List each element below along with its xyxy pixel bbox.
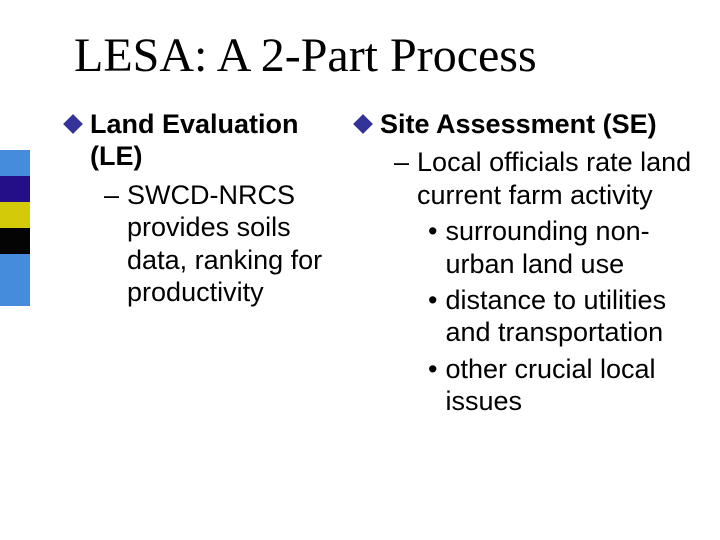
right-heading: Site Assessment (SE): [380, 108, 657, 140]
list-item: Land Evaluation (LE): [60, 108, 350, 173]
right-bullet-0: surrounding non-urban land use: [445, 215, 700, 280]
left-subtext: SWCD-NRCS provides soils data, ranking f…: [127, 179, 350, 309]
deco-bar: [0, 150, 30, 176]
deco-bar: [0, 202, 30, 228]
dash-bullet-icon: –: [394, 146, 409, 178]
list-subitem: – Local officials rate land current farm…: [350, 146, 700, 211]
side-decoration: [0, 150, 30, 306]
list-subsubitem: • surrounding non-urban land use: [350, 215, 700, 280]
list-item: Site Assessment (SE): [350, 108, 700, 140]
diamond-bullet-icon: [353, 114, 373, 134]
deco-bar: [0, 254, 30, 280]
slide: LESA: A 2-Part Process Land Evaluation (…: [0, 0, 720, 540]
list-subitem: – SWCD-NRCS provides soils data, ranking…: [60, 179, 350, 309]
dot-bullet-icon: •: [428, 284, 437, 316]
diamond-bullet-icon: [63, 114, 83, 134]
content-columns: Land Evaluation (LE) – SWCD-NRCS provide…: [60, 108, 700, 418]
deco-bar: [0, 228, 30, 254]
dash-bullet-icon: –: [104, 179, 119, 211]
right-bullet-2: other crucial local issues: [445, 353, 700, 418]
list-subsubitem: • other crucial local issues: [350, 353, 700, 418]
right-column: Site Assessment (SE) – Local officials r…: [350, 108, 700, 418]
right-bullet-1: distance to utilities and transportation: [445, 284, 700, 349]
deco-bar: [0, 176, 30, 202]
left-column: Land Evaluation (LE) – SWCD-NRCS provide…: [60, 108, 350, 418]
deco-bar: [0, 280, 30, 306]
left-heading: Land Evaluation (LE): [90, 108, 350, 173]
slide-title: LESA: A 2-Part Process: [74, 28, 537, 83]
list-subsubitem: • distance to utilities and transportati…: [350, 284, 700, 349]
dot-bullet-icon: •: [428, 353, 437, 385]
dot-bullet-icon: •: [428, 215, 437, 247]
right-subtext: Local officials rate land current farm a…: [417, 146, 700, 211]
